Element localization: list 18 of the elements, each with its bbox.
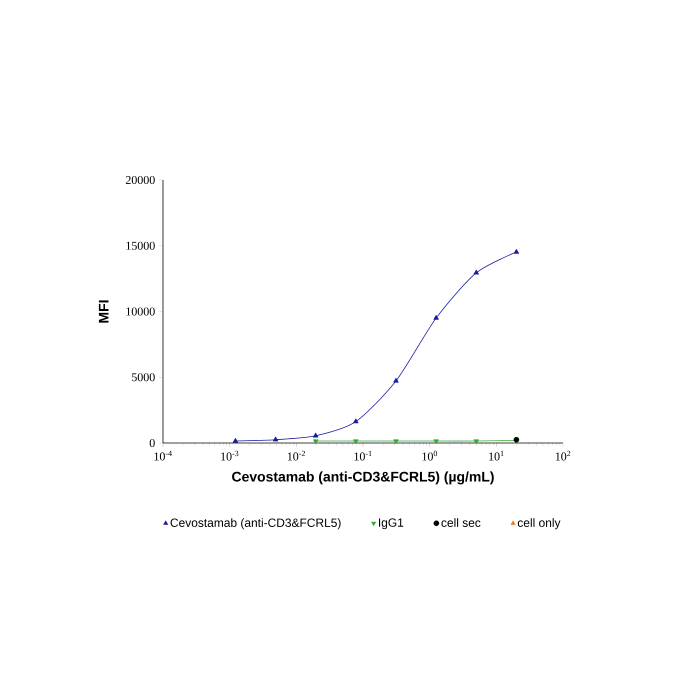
x-tick-label: 10$^{1}$ <box>489 450 504 460</box>
legend-label: Cevostamab (anti-CD3&FCRL5) <box>170 518 341 530</box>
y-tick-label: 20000 <box>126 176 155 184</box>
y-tick-label: 5000 <box>132 373 155 382</box>
x-tick-label: 10$^{-3}$ <box>221 450 238 460</box>
x-tick-label: 10$^{0}$ <box>422 450 438 461</box>
x-tick-label: 10$^{-2}$ <box>288 450 305 460</box>
x-tick-label: 10$^{2}$ <box>556 450 570 460</box>
legend-label: cell only <box>518 518 560 530</box>
x-tick-label: 10$^{-1}$ <box>354 450 372 460</box>
y-tick-label: 0 <box>150 438 155 448</box>
x-axis-title: Cevostamab (anti-CD3&FCRL5) (µg/mL) <box>232 471 494 484</box>
legend-label: cell sec <box>441 518 481 527</box>
y-tick-label: 10000 <box>126 307 155 316</box>
y-tick-label: 15000 <box>126 242 155 250</box>
legend-label: IgG1 <box>378 518 404 530</box>
y-axis-title: MFI <box>98 300 108 323</box>
x-tick-label: 10$^{-4}$ <box>154 450 172 460</box>
